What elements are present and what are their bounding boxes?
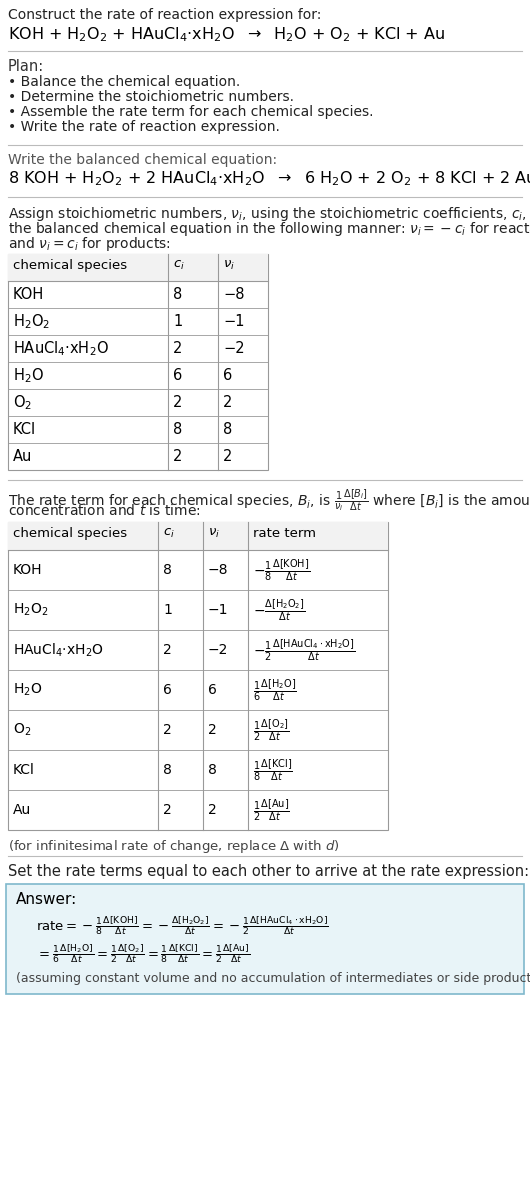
Text: 8: 8 — [163, 563, 172, 577]
Text: Au: Au — [13, 449, 32, 464]
Text: $\nu_i$: $\nu_i$ — [223, 259, 235, 272]
Text: KOH: KOH — [13, 563, 42, 577]
Text: The rate term for each chemical species, $B_i$, is $\frac{1}{\nu_i}\frac{\Delta[: The rate term for each chemical species,… — [8, 488, 530, 514]
Text: $\mathrm{rate} = -\frac{1}{8}\frac{\Delta[\mathrm{KOH}]}{\Delta t} = -\frac{\Del: $\mathrm{rate} = -\frac{1}{8}\frac{\Delt… — [36, 914, 329, 937]
Text: −8: −8 — [223, 287, 244, 302]
Text: H$_2$O: H$_2$O — [13, 366, 44, 385]
Text: 2: 2 — [173, 341, 182, 356]
Bar — [8, 254, 268, 470]
Text: $= \frac{1}{6}\frac{\Delta[\mathrm{H_2O}]}{\Delta t} = \frac{1}{2}\frac{\Delta[\: $= \frac{1}{6}\frac{\Delta[\mathrm{H_2O}… — [36, 942, 250, 964]
Text: −2: −2 — [208, 643, 228, 657]
Text: and $\nu_i = c_i$ for products:: and $\nu_i = c_i$ for products: — [8, 235, 171, 253]
Text: Answer:: Answer: — [16, 892, 77, 907]
Text: KOH + H$_2$O$_2$ + HAuCl$_4$·xH$_2$O  $\rightarrow$  H$_2$O + O$_2$ + KCl + Au: KOH + H$_2$O$_2$ + HAuCl$_4$·xH$_2$O $\r… — [8, 25, 445, 43]
Text: $\frac{1}{2}\frac{\Delta[\mathrm{Au}]}{\Delta t}$: $\frac{1}{2}\frac{\Delta[\mathrm{Au}]}{\… — [253, 797, 290, 822]
Text: 2: 2 — [173, 449, 182, 464]
Text: $-\frac{1}{2}\frac{\Delta[\mathrm{HAuCl_4 \cdot xH_2O}]}{\Delta t}$: $-\frac{1}{2}\frac{\Delta[\mathrm{HAuCl_… — [253, 637, 355, 663]
Text: 2: 2 — [208, 722, 217, 737]
Text: 8: 8 — [173, 421, 182, 437]
Text: −2: −2 — [223, 341, 245, 356]
Bar — [6, 884, 524, 995]
Text: Assign stoichiometric numbers, $\nu_i$, using the stoichiometric coefficients, $: Assign stoichiometric numbers, $\nu_i$, … — [8, 205, 530, 223]
Text: HAuCl$_4$·xH$_2$O: HAuCl$_4$·xH$_2$O — [13, 642, 104, 659]
Text: H$_2$O: H$_2$O — [13, 681, 42, 698]
Text: 2: 2 — [163, 643, 172, 657]
Text: O$_2$: O$_2$ — [13, 722, 31, 738]
Text: chemical species: chemical species — [13, 527, 127, 541]
Text: chemical species: chemical species — [13, 259, 127, 272]
Text: the balanced chemical equation in the following manner: $\nu_i = -c_i$ for react: the balanced chemical equation in the fo… — [8, 220, 530, 238]
Text: • Write the rate of reaction expression.: • Write the rate of reaction expression. — [8, 120, 280, 134]
Bar — [8, 523, 388, 830]
Text: 1: 1 — [173, 314, 182, 329]
Text: • Determine the stoichiometric numbers.: • Determine the stoichiometric numbers. — [8, 90, 294, 104]
Text: 8: 8 — [163, 763, 172, 777]
Text: 8: 8 — [173, 287, 182, 302]
Text: Set the rate terms equal to each other to arrive at the rate expression:: Set the rate terms equal to each other t… — [8, 864, 529, 879]
Text: 8: 8 — [208, 763, 217, 777]
Bar — [8, 523, 388, 550]
Text: 2: 2 — [163, 722, 172, 737]
Text: −8: −8 — [208, 563, 228, 577]
Text: 6: 6 — [163, 683, 172, 697]
Text: 6: 6 — [208, 683, 217, 697]
Text: (assuming constant volume and no accumulation of intermediates or side products): (assuming constant volume and no accumul… — [16, 972, 530, 985]
Text: H$_2$O$_2$: H$_2$O$_2$ — [13, 602, 48, 618]
Text: $\frac{1}{2}\frac{\Delta[\mathrm{O_2}]}{\Delta t}$: $\frac{1}{2}\frac{\Delta[\mathrm{O_2}]}{… — [253, 718, 289, 743]
Text: KOH: KOH — [13, 287, 44, 302]
Bar — [8, 254, 268, 281]
Text: 8 KOH + H$_2$O$_2$ + 2 HAuCl$_4$·xH$_2$O  $\rightarrow$  6 H$_2$O + 2 O$_2$ + 8 : 8 KOH + H$_2$O$_2$ + 2 HAuCl$_4$·xH$_2$O… — [8, 169, 530, 188]
Text: 1: 1 — [163, 603, 172, 616]
Text: $-\frac{1}{8}\frac{\Delta[\mathrm{KOH}]}{\Delta t}$: $-\frac{1}{8}\frac{\Delta[\mathrm{KOH}]}… — [253, 557, 310, 583]
Text: 2: 2 — [163, 803, 172, 818]
Text: 2: 2 — [173, 395, 182, 411]
Text: Construct the rate of reaction expression for:: Construct the rate of reaction expressio… — [8, 8, 321, 22]
Text: Plan:: Plan: — [8, 59, 44, 73]
Text: (for infinitesimal rate of change, replace $\Delta$ with $d$): (for infinitesimal rate of change, repla… — [8, 838, 340, 855]
Text: • Assemble the rate term for each chemical species.: • Assemble the rate term for each chemic… — [8, 105, 374, 119]
Text: 8: 8 — [223, 421, 232, 437]
Text: H$_2$O$_2$: H$_2$O$_2$ — [13, 312, 50, 331]
Text: $c_i$: $c_i$ — [163, 527, 175, 541]
Text: 6: 6 — [173, 368, 182, 383]
Text: rate term: rate term — [253, 527, 316, 541]
Text: O$_2$: O$_2$ — [13, 394, 32, 412]
Text: KCl: KCl — [13, 763, 35, 777]
Text: −1: −1 — [208, 603, 228, 616]
Text: 2: 2 — [208, 803, 217, 818]
Text: $-\frac{\Delta[\mathrm{H_2O_2}]}{\Delta t}$: $-\frac{\Delta[\mathrm{H_2O_2}]}{\Delta … — [253, 597, 305, 622]
Text: concentration and $t$ is time:: concentration and $t$ is time: — [8, 503, 201, 518]
Text: • Balance the chemical equation.: • Balance the chemical equation. — [8, 75, 240, 89]
Text: 2: 2 — [223, 449, 232, 464]
Text: 2: 2 — [223, 395, 232, 411]
Text: HAuCl$_4$·xH$_2$O: HAuCl$_4$·xH$_2$O — [13, 340, 109, 358]
Text: KCl: KCl — [13, 421, 36, 437]
Text: $\nu_i$: $\nu_i$ — [208, 527, 220, 541]
Text: Write the balanced chemical equation:: Write the balanced chemical equation: — [8, 153, 277, 167]
Text: 6: 6 — [223, 368, 232, 383]
Text: $\frac{1}{6}\frac{\Delta[\mathrm{H_2O}]}{\Delta t}$: $\frac{1}{6}\frac{\Delta[\mathrm{H_2O}]}… — [253, 677, 297, 703]
Text: −1: −1 — [223, 314, 244, 329]
Text: $\frac{1}{8}\frac{\Delta[\mathrm{KCl}]}{\Delta t}$: $\frac{1}{8}\frac{\Delta[\mathrm{KCl}]}{… — [253, 757, 293, 783]
Text: Au: Au — [13, 803, 31, 818]
Text: $c_i$: $c_i$ — [173, 259, 185, 272]
